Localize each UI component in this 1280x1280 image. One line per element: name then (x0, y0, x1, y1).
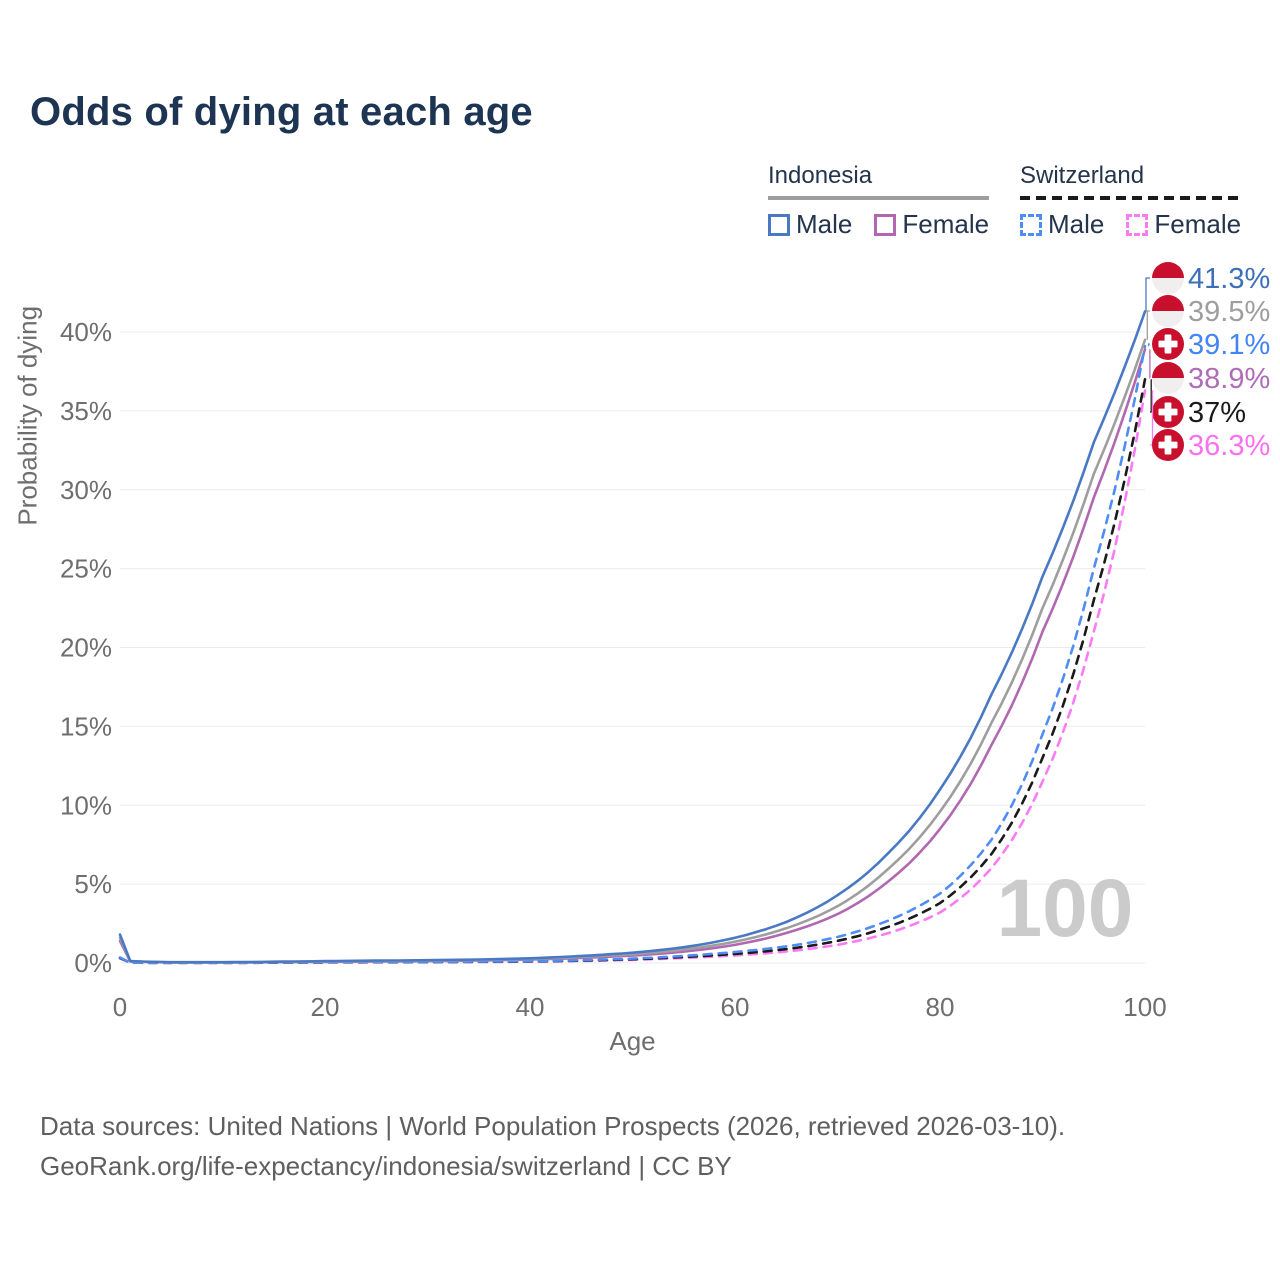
end-value-label: 37% (1188, 397, 1246, 429)
legend-group-indonesia: Indonesia Male Female (768, 162, 990, 240)
page-title: Odds of dying at each age (30, 90, 533, 134)
y-tick-label: 15% (60, 711, 112, 741)
y-tick-label: 0% (74, 948, 112, 978)
series-line-indonesia-male (118, 310, 1147, 964)
x-tick-label: 0 (113, 992, 127, 1022)
legend-item-label: Female (1154, 209, 1242, 239)
label-connector (1145, 277, 1150, 312)
x-tick-label: 100 (1123, 992, 1166, 1022)
swiss-cross (1158, 340, 1178, 348)
y-tick-label: 30% (60, 475, 112, 505)
legend-country-name: Indonesia (768, 162, 873, 189)
legend-linestyle-sample-solid (768, 196, 990, 200)
line-color-swatch (768, 213, 790, 236)
end-value-label: 39.1% (1188, 329, 1270, 361)
legend-group-switzerland: Switzerland Male Female (1020, 162, 1242, 240)
y-axis-title: Probability of dying (12, 305, 43, 526)
y-tick-label: 20% (60, 633, 112, 663)
x-axis-title: Age (609, 1026, 656, 1056)
y-tick-label: 5% (74, 869, 112, 899)
end-value-label: 41.3% (1188, 263, 1270, 295)
indonesia-flag-red-half (1152, 262, 1184, 278)
age-watermark: 100 (996, 863, 1134, 954)
x-tick-label: 40 (516, 992, 545, 1022)
line-color-swatch (1126, 213, 1149, 236)
legend-item-label: Female (902, 209, 990, 239)
legend-item-label: Male (796, 209, 853, 239)
label-connector (1146, 310, 1150, 340)
y-tick-label: 25% (60, 554, 112, 584)
indonesia-flag-red-half (1152, 362, 1184, 378)
footer-attribution: GeoRank.org/life-expectancy/indonesia/sw… (40, 1151, 732, 1181)
x-tick-label: 20 (311, 992, 340, 1022)
x-tick-label: 80 (926, 992, 955, 1022)
legend-item-switzerland-male[interactable]: Male (1020, 209, 1104, 240)
legend-item-switzerland-female[interactable]: Female (1126, 209, 1241, 240)
swiss-cross (1158, 408, 1178, 416)
swiss-cross (1158, 441, 1178, 449)
y-tick-label: 10% (60, 790, 112, 820)
end-value-label: 39.5% (1188, 296, 1270, 328)
x-tick-label: 60 (721, 992, 750, 1022)
legend-country-name: Switzerland (1020, 162, 1145, 189)
legend-item-label: Male (1048, 209, 1105, 239)
y-tick-label: 40% (60, 317, 112, 347)
line-color-swatch (874, 213, 897, 236)
label-connector (1147, 343, 1150, 347)
end-value-label: 38.9% (1188, 363, 1270, 395)
legend-item-indonesia-female[interactable]: Female (874, 209, 989, 240)
label-connector (1150, 379, 1152, 413)
y-tick-label: 35% (60, 396, 112, 426)
legend-item-indonesia-male[interactable]: Male (768, 209, 852, 240)
legend-linestyle-sample-dashed (1020, 196, 1242, 200)
line-color-swatch (1020, 213, 1042, 236)
end-value-label: 36.3% (1188, 430, 1270, 462)
indonesia-flag-red-half (1152, 295, 1184, 311)
footer-data-sources: Data sources: United Nations | World Pop… (40, 1111, 1066, 1141)
footer: Data sources: United Nations | World Pop… (40, 1106, 1065, 1186)
